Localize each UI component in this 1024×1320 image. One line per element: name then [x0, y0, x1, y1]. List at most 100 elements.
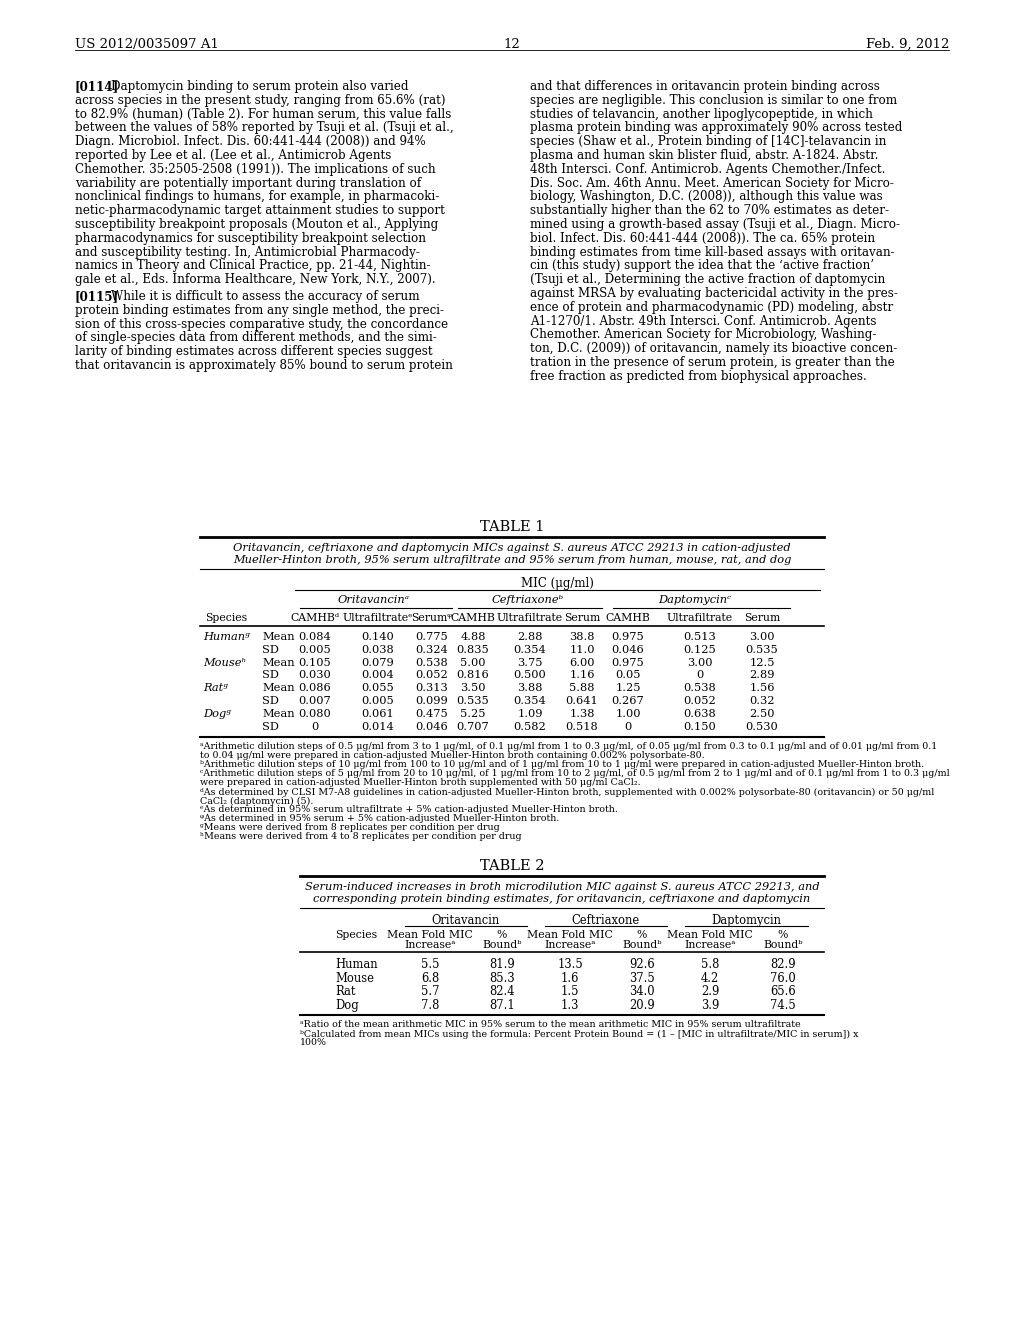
Text: 0.775: 0.775 — [416, 632, 449, 642]
Text: ᵠAs determined in 95% serum + 5% cation-adjusted Mueller-Hinton broth.: ᵠAs determined in 95% serum + 5% cation-… — [200, 814, 559, 824]
Text: 0.046: 0.046 — [416, 722, 449, 731]
Text: Species: Species — [205, 612, 247, 623]
Text: 76.0: 76.0 — [770, 972, 796, 985]
Text: Ceftriaxone: Ceftriaxone — [571, 915, 640, 928]
Text: 0.014: 0.014 — [361, 722, 394, 731]
Text: 0.267: 0.267 — [611, 696, 644, 706]
Text: and susceptibility testing. In, Antimicrobial Pharmacody-: and susceptibility testing. In, Antimicr… — [75, 246, 420, 259]
Text: 5.88: 5.88 — [569, 684, 595, 693]
Text: %: % — [497, 931, 507, 940]
Text: 0: 0 — [311, 722, 318, 731]
Text: ᶜArithmetic dilution steps of 5 μg/ml from 20 to 10 μg/ml, of 1 μg/ml from 10 to: ᶜArithmetic dilution steps of 5 μg/ml fr… — [200, 770, 949, 779]
Text: studies of telavancin, another lipoglycopeptide, in which: studies of telavancin, another lipoglyco… — [530, 108, 872, 120]
Text: 0.582: 0.582 — [514, 722, 547, 731]
Text: larity of binding estimates across different species suggest: larity of binding estimates across diffe… — [75, 346, 432, 358]
Text: netic-pharmacodynamic target attainment studies to support: netic-pharmacodynamic target attainment … — [75, 205, 444, 218]
Text: 0.538: 0.538 — [684, 684, 717, 693]
Text: 2.9: 2.9 — [700, 986, 719, 998]
Text: MIC (μg/ml): MIC (μg/ml) — [521, 577, 594, 590]
Text: 0.005: 0.005 — [299, 644, 332, 655]
Text: 0.975: 0.975 — [611, 657, 644, 668]
Text: 0.052: 0.052 — [684, 696, 717, 706]
Text: 0.535: 0.535 — [457, 696, 489, 706]
Text: 0.354: 0.354 — [514, 696, 547, 706]
Text: CAMHB: CAMHB — [451, 612, 496, 623]
Text: 0.324: 0.324 — [416, 644, 449, 655]
Text: CAMHB: CAMHB — [605, 612, 650, 623]
Text: 3.50: 3.50 — [460, 684, 485, 693]
Text: ᵃRatio of the mean arithmetic MIC in 95% serum to the mean arithmetic MIC in 95%: ᵃRatio of the mean arithmetic MIC in 95%… — [300, 1020, 801, 1030]
Text: CaCl₂ (daptomycin) (5).: CaCl₂ (daptomycin) (5). — [200, 796, 313, 805]
Text: Increaseᵃ: Increaseᵃ — [544, 940, 596, 950]
Text: 1.09: 1.09 — [517, 709, 543, 719]
Text: 0.530: 0.530 — [745, 722, 778, 731]
Text: susceptibility breakpoint proposals (Mouton et al., Applying: susceptibility breakpoint proposals (Mou… — [75, 218, 438, 231]
Text: Humanᵍ: Humanᵍ — [203, 632, 250, 642]
Text: 74.5: 74.5 — [770, 999, 796, 1012]
Text: ᵉAs determined in 95% serum ultrafiltrate + 5% cation-adjusted Mueller-Hinton br: ᵉAs determined in 95% serum ultrafiltrat… — [200, 805, 617, 814]
Text: 0.099: 0.099 — [416, 696, 449, 706]
Text: 0.32: 0.32 — [750, 696, 775, 706]
Text: 0.354: 0.354 — [514, 644, 547, 655]
Text: biol. Infect. Dis. 60:441-444 (2008)). The ca. 65% protein: biol. Infect. Dis. 60:441-444 (2008)). T… — [530, 232, 876, 244]
Text: 82.9: 82.9 — [770, 958, 796, 972]
Text: variability are potentially important during translation of: variability are potentially important du… — [75, 177, 421, 190]
Text: Ultrafiltrateᵉ: Ultrafiltrateᵉ — [343, 612, 414, 623]
Text: 0.816: 0.816 — [457, 671, 489, 680]
Text: were prepared in cation-adjusted Mueller-Hinton broth supplemented with 50 μg/ml: were prepared in cation-adjusted Mueller… — [200, 779, 641, 788]
Text: 0.079: 0.079 — [361, 657, 394, 668]
Text: 0: 0 — [625, 722, 632, 731]
Text: Serum-induced increases in broth microdilution MIC against S. aureus ATCC 29213,: Serum-induced increases in broth microdi… — [305, 882, 819, 892]
Text: namics in Theory and Clinical Practice, pp. 21-44, Nightin-: namics in Theory and Clinical Practice, … — [75, 260, 430, 272]
Text: 5.00: 5.00 — [460, 657, 485, 668]
Text: Mouse: Mouse — [335, 972, 374, 985]
Text: 0.046: 0.046 — [611, 644, 644, 655]
Text: 0.086: 0.086 — [299, 684, 332, 693]
Text: TABLE 1: TABLE 1 — [480, 520, 544, 535]
Text: Mueller-Hinton broth, 95% serum ultrafiltrate and 95% serum from human, mouse, r: Mueller-Hinton broth, 95% serum ultrafil… — [232, 554, 792, 565]
Text: 34.0: 34.0 — [629, 986, 654, 998]
Text: 87.1: 87.1 — [489, 999, 515, 1012]
Text: cin (this study) support the idea that the ‘active fraction’: cin (this study) support the idea that t… — [530, 260, 874, 272]
Text: 0.140: 0.140 — [361, 632, 394, 642]
Text: Ultrafiltrate: Ultrafiltrate — [497, 612, 563, 623]
Text: 0.638: 0.638 — [684, 709, 717, 719]
Text: 82.4: 82.4 — [489, 986, 515, 998]
Text: ᵍMeans were derived from 8 replicates per condition per drug: ᵍMeans were derived from 8 replicates pe… — [200, 824, 500, 833]
Text: 6.00: 6.00 — [569, 657, 595, 668]
Text: and that differences in oritavancin protein binding across: and that differences in oritavancin prot… — [530, 81, 880, 92]
Text: 3.75: 3.75 — [517, 657, 543, 668]
Text: nonclinical findings to humans, for example, in pharmacoki-: nonclinical findings to humans, for exam… — [75, 190, 439, 203]
Text: 0.150: 0.150 — [684, 722, 717, 731]
Text: SD: SD — [262, 644, 279, 655]
Text: 0.007: 0.007 — [299, 696, 332, 706]
Text: between the values of 58% reported by Tsuji et al. (Tsuji et al.,: between the values of 58% reported by Ts… — [75, 121, 454, 135]
Text: Mouseʰ: Mouseʰ — [203, 657, 247, 668]
Text: 2.89: 2.89 — [750, 671, 775, 680]
Text: to 82.9% (human) (Table 2). For human serum, this value falls: to 82.9% (human) (Table 2). For human se… — [75, 108, 452, 120]
Text: SD: SD — [262, 671, 279, 680]
Text: Increaseᵃ: Increaseᵃ — [404, 940, 456, 950]
Text: Daptomycin binding to serum protein also varied: Daptomycin binding to serum protein also… — [111, 81, 409, 92]
Text: plasma and human skin blister fluid, abstr. A-1824. Abstr.: plasma and human skin blister fluid, abs… — [530, 149, 879, 162]
Text: corresponding protein binding estimates, for oritavancin, ceftriaxone and daptom: corresponding protein binding estimates,… — [313, 895, 811, 904]
Text: Species: Species — [335, 931, 377, 940]
Text: 0.500: 0.500 — [514, 671, 547, 680]
Text: 92.6: 92.6 — [629, 958, 654, 972]
Text: CAMHBᵈ: CAMHBᵈ — [291, 612, 340, 623]
Text: Ratᵍ: Ratᵍ — [203, 684, 227, 693]
Text: 0.05: 0.05 — [615, 671, 641, 680]
Text: TABLE 2: TABLE 2 — [480, 859, 544, 874]
Text: ᵈAs determined by CLSI M7-A8 guidelines in cation-adjusted Mueller-Hinton broth,: ᵈAs determined by CLSI M7-A8 guidelines … — [200, 788, 934, 796]
Text: species are negligible. This conclusion is similar to one from: species are negligible. This conclusion … — [530, 94, 897, 107]
Text: free fraction as predicted from biophysical approaches.: free fraction as predicted from biophysi… — [530, 370, 866, 383]
Text: to 0.04 μg/ml were prepared in cation-adjusted Mueller-Hinton broth containing 0: to 0.04 μg/ml were prepared in cation-ad… — [200, 751, 705, 760]
Text: binding estimates from time kill-based assays with oritavan-: binding estimates from time kill-based a… — [530, 246, 895, 259]
Text: Oritavancin: Oritavancin — [432, 915, 500, 928]
Text: ence of protein and pharmacodynamic (PD) modeling, abstr: ence of protein and pharmacodynamic (PD)… — [530, 301, 893, 314]
Text: protein binding estimates from any single method, the preci-: protein binding estimates from any singl… — [75, 304, 444, 317]
Text: 12.5: 12.5 — [750, 657, 775, 668]
Text: Human: Human — [335, 958, 378, 972]
Text: 11.0: 11.0 — [569, 644, 595, 655]
Text: 0.052: 0.052 — [416, 671, 449, 680]
